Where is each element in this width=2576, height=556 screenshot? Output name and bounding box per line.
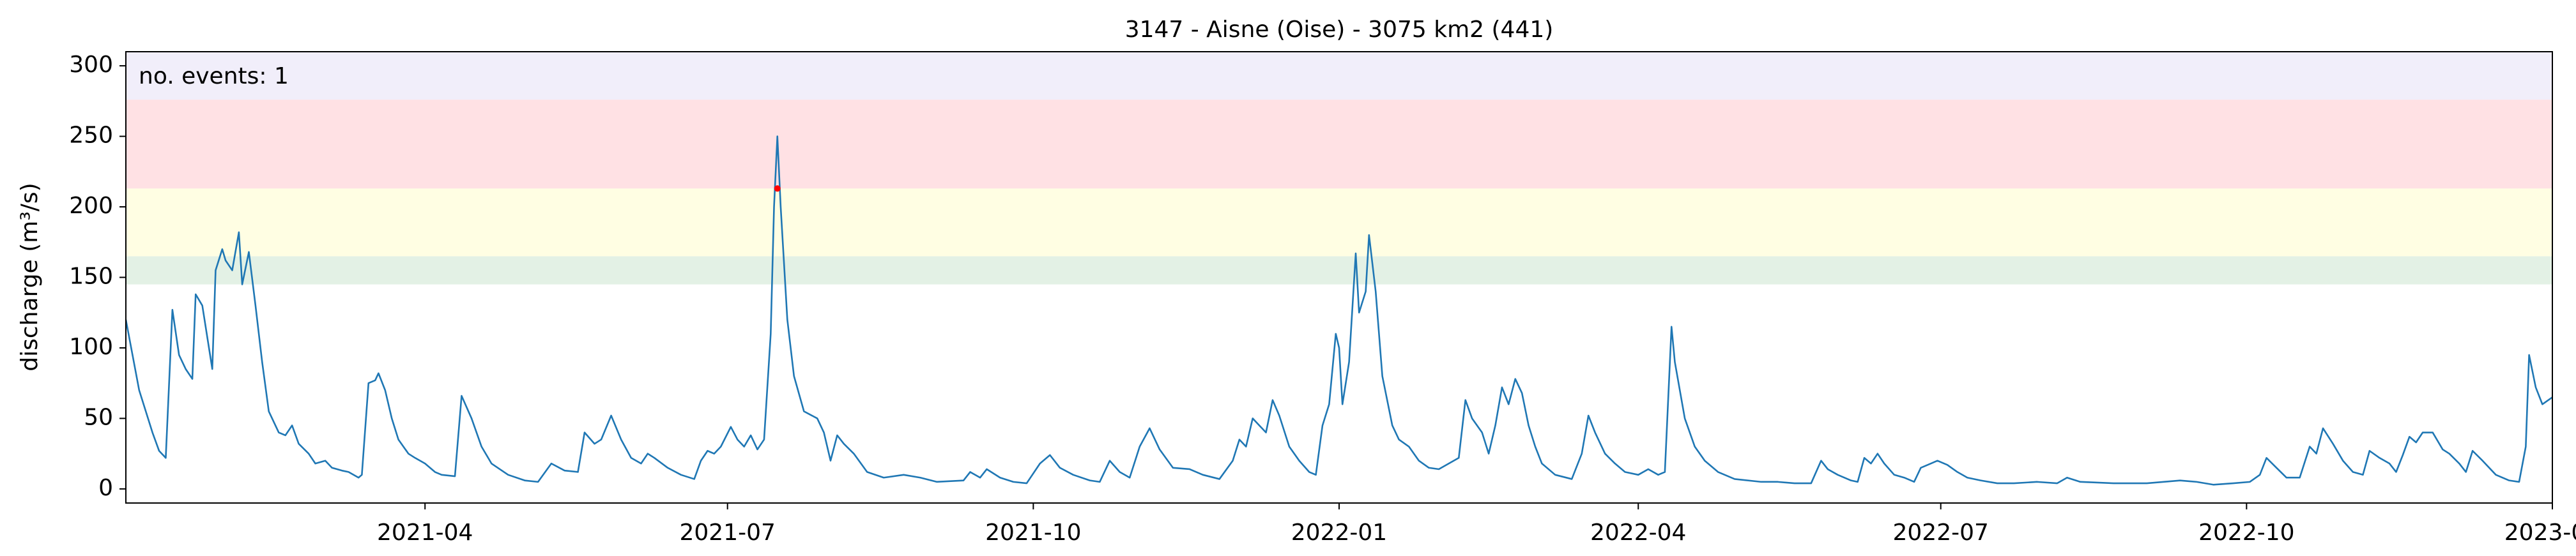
x-tick-label: 2021-04 <box>377 520 473 546</box>
x-tick-label: 2021-07 <box>679 520 775 546</box>
x-tick-label: 2022-01 <box>1291 520 1387 546</box>
discharge-line <box>125 135 2553 486</box>
y-tick-label: 200 <box>69 193 113 219</box>
y-tick-label: 50 <box>84 404 113 430</box>
x-tick-label: 2021-10 <box>985 520 1081 546</box>
y-tick-label: 300 <box>69 52 113 78</box>
x-tick-label: 2022-07 <box>1892 520 1988 546</box>
event-count: no. events: 1 <box>139 63 289 89</box>
x-tick-label: 2022-04 <box>1590 520 1686 546</box>
plot-frame <box>125 51 2553 504</box>
threshold-band <box>126 52 2552 100</box>
threshold-band <box>126 188 2552 257</box>
y-tick-label: 0 <box>98 475 113 501</box>
x-tick-label: 2022-10 <box>2198 520 2294 546</box>
x-tick-label: 2023-01 <box>2504 520 2576 546</box>
threshold-band <box>126 256 2552 285</box>
event-marker <box>774 185 781 192</box>
y-tick-label: 250 <box>69 123 113 149</box>
chart-title: 3147 - Aisne (Oise) - 3075 km2 (441) <box>1125 17 1554 43</box>
y-tick-label: 100 <box>69 334 113 360</box>
y-axis-label: discharge (m³/s) <box>17 183 43 371</box>
y-tick-label: 150 <box>69 264 113 290</box>
threshold-band <box>126 100 2552 189</box>
